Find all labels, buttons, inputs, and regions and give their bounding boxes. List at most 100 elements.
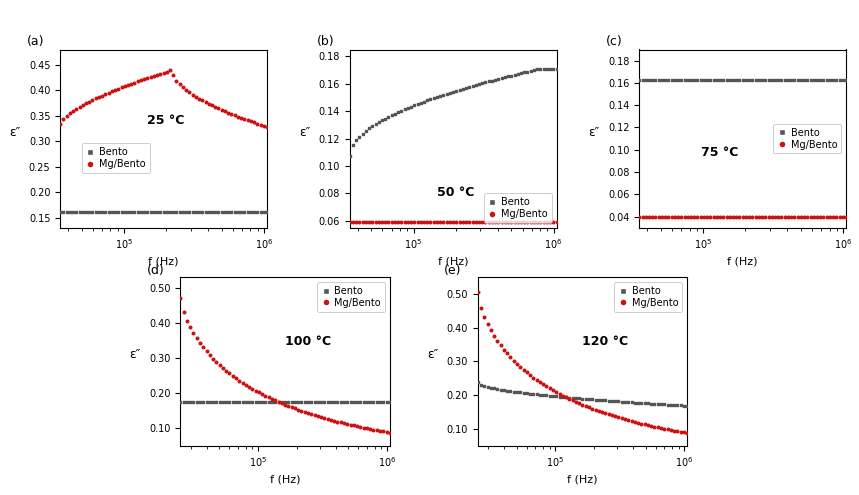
Point — [196, 97, 210, 104]
Point — [271, 397, 285, 405]
Point — [648, 400, 661, 408]
Point — [491, 75, 505, 83]
Point — [543, 218, 557, 226]
Point — [180, 86, 193, 94]
X-axis label: f (Hz): f (Hz) — [567, 475, 598, 485]
Point — [79, 99, 93, 107]
Point — [602, 397, 616, 405]
Point — [334, 418, 348, 426]
Point — [228, 208, 241, 216]
Point — [447, 218, 460, 226]
Point — [635, 399, 649, 407]
Point — [108, 208, 122, 216]
Point — [167, 71, 180, 79]
Point — [788, 76, 801, 84]
Point — [375, 218, 389, 226]
Point — [253, 208, 267, 216]
Point — [566, 396, 580, 404]
Point — [73, 208, 87, 216]
Point — [215, 106, 228, 114]
Point — [752, 76, 765, 84]
Point — [407, 101, 421, 109]
Point — [343, 152, 356, 160]
Point — [736, 76, 750, 84]
Point — [79, 208, 93, 216]
Point — [658, 213, 672, 221]
Point — [224, 110, 238, 118]
Point — [114, 84, 128, 92]
Text: 100 °C: 100 °C — [285, 335, 332, 347]
Point — [490, 337, 504, 345]
Point — [501, 72, 515, 80]
Point — [350, 136, 363, 144]
Point — [206, 355, 220, 363]
Point — [405, 218, 418, 226]
Point — [231, 112, 245, 120]
Point — [823, 76, 837, 84]
Point — [163, 208, 177, 216]
Point — [507, 388, 521, 396]
Point — [420, 97, 434, 104]
Point — [765, 213, 778, 221]
Point — [481, 383, 495, 391]
Point — [552, 390, 566, 398]
Point — [813, 76, 827, 84]
Point — [742, 76, 756, 84]
Point — [618, 398, 632, 406]
Point — [533, 218, 547, 226]
Point — [546, 65, 560, 73]
Point — [569, 398, 582, 406]
Point — [373, 427, 387, 435]
Point — [251, 120, 265, 128]
Point — [295, 397, 308, 405]
Point — [540, 218, 554, 226]
Point — [352, 218, 366, 226]
Point — [193, 397, 207, 405]
Point — [807, 76, 820, 84]
Point — [219, 367, 233, 375]
Point — [546, 392, 560, 400]
Point — [508, 218, 521, 226]
Point — [572, 399, 586, 407]
Point — [378, 218, 392, 226]
Point — [559, 394, 573, 401]
Point — [474, 304, 488, 312]
Legend: Bento, Mg/Bento: Bento, Mg/Bento — [484, 193, 551, 223]
Point — [726, 76, 740, 84]
Point — [383, 397, 397, 405]
Point — [314, 397, 328, 405]
Point — [533, 391, 547, 398]
Point — [381, 218, 395, 226]
Point — [832, 213, 846, 221]
Point — [495, 74, 509, 82]
Point — [707, 76, 721, 84]
Point — [131, 208, 144, 216]
Point — [830, 213, 844, 221]
Point — [755, 76, 769, 84]
Point — [242, 383, 256, 391]
Point — [318, 414, 332, 422]
Point — [621, 398, 635, 406]
Point — [141, 208, 155, 216]
Point — [648, 423, 661, 431]
Point — [608, 397, 622, 405]
Point — [394, 218, 408, 226]
Point — [242, 397, 256, 405]
Point — [271, 398, 285, 406]
Point — [665, 76, 679, 84]
Point — [147, 72, 161, 80]
Point — [771, 76, 785, 84]
Point — [156, 69, 170, 77]
Point — [327, 397, 341, 405]
Point — [605, 411, 618, 419]
Point — [664, 426, 678, 434]
Point — [762, 76, 776, 84]
Legend: Bento, Mg/Bento: Bento, Mg/Bento — [773, 124, 841, 153]
Point — [710, 76, 724, 84]
Point — [231, 208, 245, 216]
Point — [327, 417, 341, 425]
Point — [205, 101, 219, 109]
Point — [810, 76, 824, 84]
Point — [536, 380, 550, 388]
Point — [674, 76, 688, 84]
